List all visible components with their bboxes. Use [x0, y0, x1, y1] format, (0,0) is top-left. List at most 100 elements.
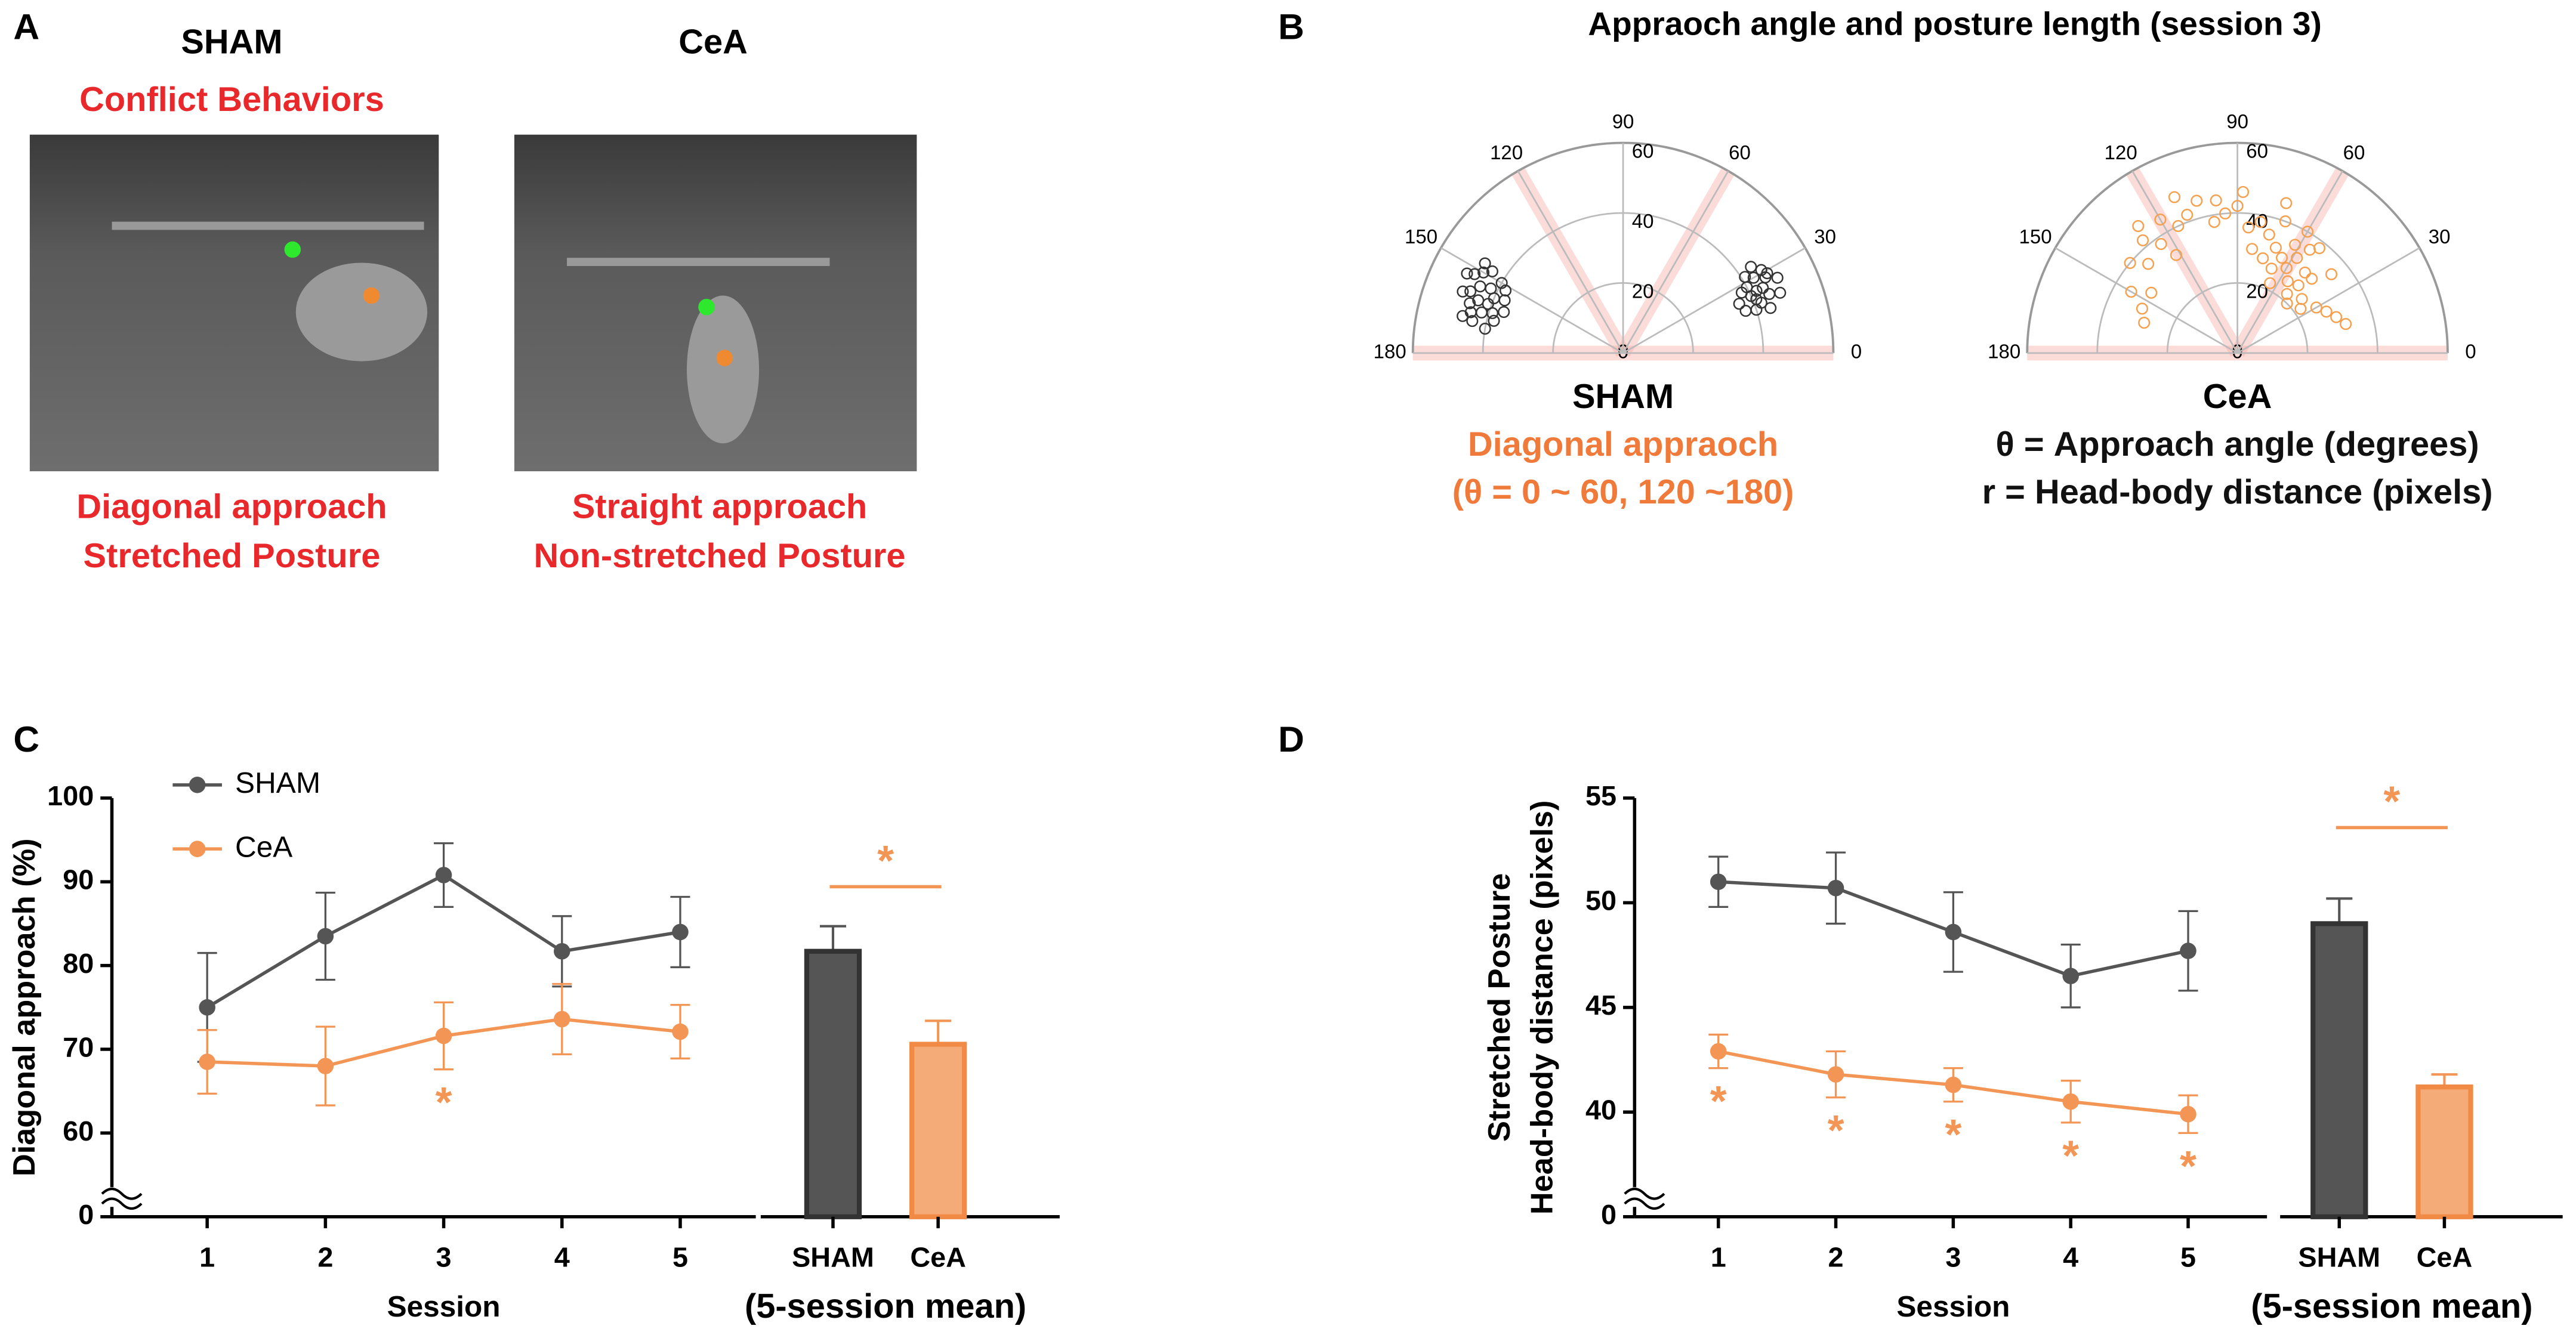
- point: [2254, 216, 2267, 228]
- point: [672, 1023, 689, 1040]
- point: [1750, 293, 1763, 305]
- theta-grid: [1440, 247, 1624, 354]
- y-tick-label: 90: [63, 864, 94, 895]
- point: [1457, 310, 1469, 322]
- point: [2210, 194, 2222, 207]
- point: [2292, 279, 2304, 292]
- x-tick-label: 2: [317, 1242, 333, 1273]
- panel-label: A: [13, 7, 39, 47]
- x-tick-label: 1: [1711, 1242, 1726, 1273]
- point: [2269, 242, 2282, 254]
- theta-grid: [1622, 247, 1806, 354]
- point: [2281, 288, 2293, 300]
- caption: Diagonal approach: [76, 488, 387, 526]
- point: [2137, 234, 2149, 246]
- theta-tick-label: 90: [1612, 110, 1634, 132]
- group-name: CeA: [678, 23, 748, 61]
- point: [554, 1010, 570, 1028]
- photo-detail: [567, 258, 830, 266]
- subplot-name: SHAM: [1572, 378, 1674, 416]
- point: [2257, 252, 2269, 265]
- point: [1771, 271, 1784, 284]
- y-tick-label: 45: [1585, 990, 1616, 1021]
- x-tick-label: 5: [2180, 1242, 2196, 1273]
- point: [2154, 214, 2167, 226]
- point: [2062, 968, 2079, 984]
- bar: [2310, 921, 2368, 1219]
- body-dot: [363, 287, 380, 304]
- theta-tick-label: 150: [2019, 225, 2052, 248]
- annotation: r = Head-body distance (pixels): [1982, 473, 2493, 511]
- point: [1469, 268, 1481, 280]
- point: [1710, 873, 1727, 890]
- point: [317, 1058, 334, 1074]
- point: [1764, 302, 1777, 314]
- point: [1461, 267, 1473, 280]
- point: [1486, 265, 1498, 277]
- point: [2294, 302, 2307, 315]
- r-tick-label: 40: [2246, 210, 2268, 232]
- significance: *: [2383, 778, 2400, 826]
- significance: *: [1710, 1077, 1727, 1125]
- theta-grid: [2236, 247, 2420, 354]
- significance: *: [436, 1078, 452, 1126]
- r-tick-label: 40: [1632, 210, 1654, 232]
- point: [1710, 1043, 1727, 1060]
- y-tick-label: 50: [1585, 885, 1616, 916]
- y-tick-label: 55: [1585, 780, 1616, 811]
- significance: *: [1945, 1111, 1961, 1158]
- y-tick-label: 80: [63, 948, 94, 979]
- point: [2138, 316, 2151, 329]
- point: [1488, 314, 1500, 327]
- legend-marker: [189, 840, 206, 857]
- x-tick-label: 4: [2063, 1242, 2078, 1273]
- theta-grid: [2054, 247, 2238, 354]
- point: [1495, 277, 1508, 289]
- significance: *: [2062, 1132, 2079, 1179]
- point: [1827, 880, 1844, 897]
- theta-grid: [2236, 171, 2343, 354]
- x-tick-label: 1: [199, 1242, 215, 1273]
- y-tick-label: 0: [1601, 1199, 1616, 1230]
- legend-label: SHAM: [235, 767, 320, 799]
- point: [2264, 277, 2276, 289]
- point: [435, 1027, 452, 1044]
- subplot-name: CeA: [2203, 378, 2272, 416]
- point: [1755, 264, 1767, 276]
- group-name: SHAM: [181, 23, 282, 61]
- point: [2265, 262, 2278, 275]
- point: [1485, 282, 1497, 295]
- x-tick-label: 3: [1945, 1242, 1961, 1273]
- point: [2302, 225, 2314, 238]
- x-tick-label: 2: [1828, 1242, 1844, 1273]
- theta-tick-label: 60: [1729, 141, 1751, 163]
- point: [2145, 286, 2158, 299]
- r-tick-label: 60: [2246, 140, 2268, 162]
- header: Conflict Behaviors: [79, 81, 384, 119]
- bar: [804, 948, 862, 1219]
- point: [1479, 257, 1491, 270]
- x-axis-label: Session: [387, 1290, 501, 1323]
- panel-label: C: [13, 719, 39, 759]
- significance: *: [877, 837, 894, 885]
- caption: Straight approach: [572, 488, 868, 526]
- r-tick-label: 60: [1632, 140, 1654, 162]
- head-dot: [284, 241, 301, 258]
- point: [2320, 305, 2333, 318]
- theta-tick-label: 0: [2465, 341, 2476, 363]
- theta-tick-label: 120: [1490, 141, 1523, 163]
- point: [2124, 257, 2136, 269]
- point: [1945, 1076, 1962, 1093]
- theta-grid: [1622, 171, 1729, 354]
- x-tick-label: 4: [554, 1242, 570, 1273]
- x-axis-label: Session: [1896, 1290, 2010, 1323]
- r-tick-label: 20: [1632, 280, 1654, 302]
- panel-a: A SHAM CeA Conflict Behaviors Diagonal a…: [13, 7, 917, 575]
- x-tick-label: 3: [436, 1242, 452, 1273]
- y-tick-label: 100: [47, 780, 94, 811]
- point: [2276, 252, 2288, 264]
- x-tick-label: CeA: [910, 1242, 966, 1273]
- theta-tick-label: 180: [1374, 341, 1406, 363]
- point: [2136, 302, 2148, 315]
